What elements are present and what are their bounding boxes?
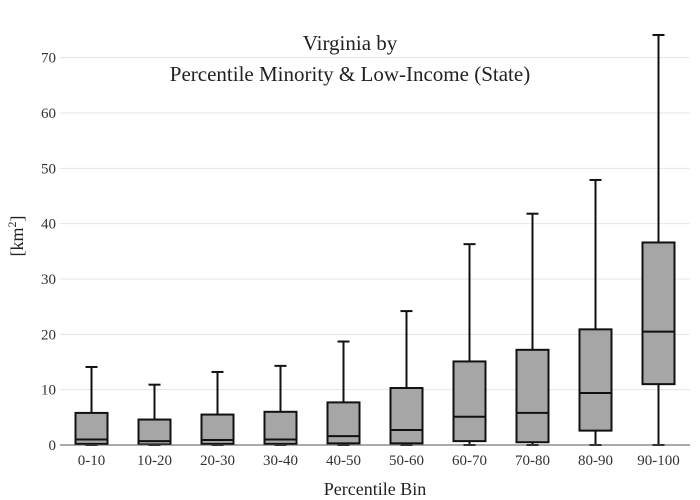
y-axis-title: [km2] <box>5 216 27 257</box>
box-90-100 <box>641 33 676 446</box>
x-tick-label: 60-70 <box>452 453 487 469</box>
box-10-20 <box>137 383 172 446</box>
boxes <box>74 33 676 446</box>
x-axis-ticks: 0-10 10-20 20-30 30-40 40-50 50-60 60-70 70-80 8… <box>78 453 680 469</box>
y-tick-label: 30 <box>41 272 56 288</box>
box-20-30 <box>200 370 235 446</box>
x-axis-title: Percentile Bin <box>324 479 426 499</box>
y-tick-label: 50 <box>41 161 56 177</box>
chart-title-line-2: Percentile Minority & Low-Income (State) <box>170 62 530 86</box>
y-tick-label: 60 <box>41 106 56 122</box>
box-80-90 <box>578 178 613 446</box>
y-tick-label: 40 <box>41 217 56 233</box>
interquartile-box <box>641 241 676 386</box>
grid-lines <box>60 57 690 391</box>
interquartile-box <box>200 413 235 445</box>
interquartile-box <box>326 401 361 445</box>
chart-title-line-1: Virginia by <box>303 31 398 55</box>
x-tick-label: 70-80 <box>515 453 550 469</box>
y-tick-label: 20 <box>41 327 56 343</box>
y-tick-label: 70 <box>41 51 56 67</box>
box-50-60 <box>389 310 424 446</box>
y-axis-ticks: 0 10 20 30 40 50 60 70 <box>41 51 56 454</box>
y-tick-label: 0 <box>49 438 57 454</box>
interquartile-box <box>515 348 550 444</box>
box-0-10 <box>74 365 109 446</box>
interquartile-box <box>578 328 613 432</box>
interquartile-box <box>389 387 424 445</box>
y-axis-title-superscript: 2 <box>5 222 19 228</box>
x-tick-label: 20-30 <box>200 453 235 469</box>
chart-title: Virginia by Percentile Minority & Low-In… <box>170 31 530 86</box>
x-tick-label: 80-90 <box>578 453 613 469</box>
box-70-80 <box>515 212 550 446</box>
x-tick-label: 40-50 <box>326 453 361 469</box>
x-tick-label: 90-100 <box>637 453 680 469</box>
interquartile-box <box>452 360 487 443</box>
y-axis-title-base: [km <box>7 228 27 257</box>
y-axis-title-end: ] <box>7 216 27 222</box>
x-tick-label: 10-20 <box>137 453 172 469</box>
box-60-70 <box>452 243 487 446</box>
y-tick-label: 10 <box>41 383 56 399</box>
x-tick-label: 0-10 <box>78 453 106 469</box>
box-30-40 <box>263 364 298 446</box>
x-tick-label: 50-60 <box>389 453 424 469</box>
box-40-50 <box>326 340 361 446</box>
x-tick-label: 30-40 <box>263 453 298 469</box>
